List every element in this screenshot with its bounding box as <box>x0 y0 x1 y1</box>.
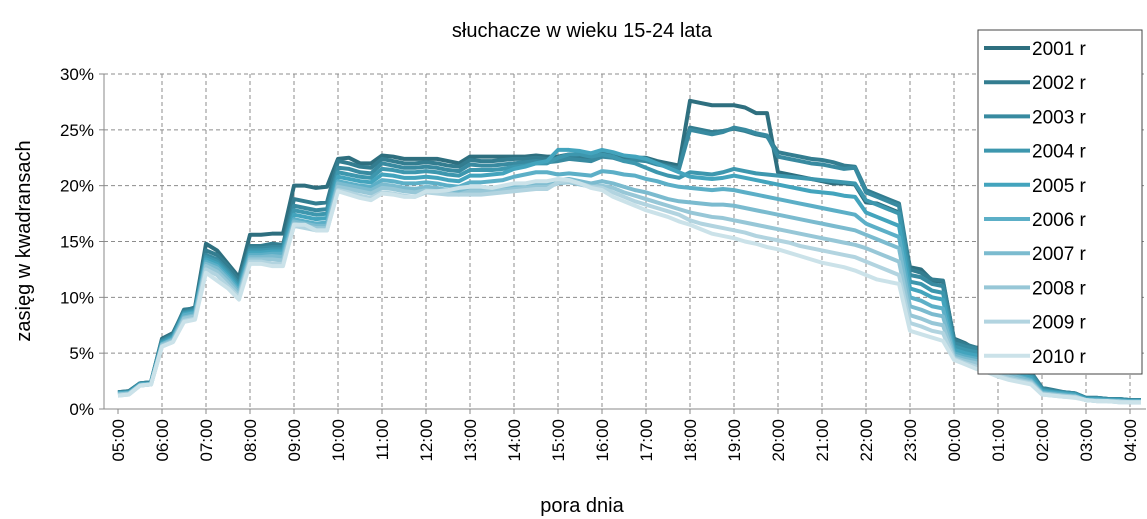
x-tick-label: 03:00 <box>1077 419 1096 462</box>
x-tick-label: 20:00 <box>769 419 788 462</box>
x-tick-label: 05:00 <box>109 419 128 462</box>
x-tick-label: 09:00 <box>285 419 304 462</box>
x-tick-label: 07:00 <box>197 419 216 462</box>
series-line <box>117 176 1141 405</box>
x-tick-label: 08:00 <box>241 419 260 462</box>
x-tick-label: 15:00 <box>549 419 568 462</box>
x-tick-label: 17:00 <box>637 419 656 462</box>
legend-label: 2006 r <box>1032 210 1087 231</box>
y-tick-label: 10% <box>60 288 94 307</box>
chart-title: słuchacze w wieku 15-24 lata <box>452 20 713 42</box>
x-axis-label: pora dnia <box>540 495 624 517</box>
x-tick-label: 01:00 <box>989 419 1008 462</box>
y-tick-label: 25% <box>60 121 94 140</box>
x-tick-label: 02:00 <box>1033 419 1052 462</box>
legend-label: 2009 r <box>1032 313 1087 334</box>
y-tick-label: 20% <box>60 177 94 196</box>
x-tick-label: 18:00 <box>681 419 700 462</box>
x-tick-label: 22:00 <box>857 419 876 462</box>
x-tick-label: 23:00 <box>901 419 920 462</box>
x-tick-label: 11:00 <box>373 419 392 460</box>
legend-label: 2007 r <box>1032 244 1087 265</box>
x-tick-label: 19:00 <box>725 419 744 462</box>
legend-label: 2002 r <box>1032 73 1087 94</box>
x-tick-label: 12:00 <box>417 419 436 462</box>
x-tick-label: 16:00 <box>593 419 612 462</box>
legend-label: 2001 r <box>1032 39 1087 60</box>
x-tick-label: 10:00 <box>329 419 348 462</box>
x-tick-label: 00:00 <box>945 419 964 462</box>
y-tick-label: 15% <box>60 233 94 252</box>
y-tick-label: 5% <box>69 344 94 363</box>
y-axis-label: zasięg w kwadransach <box>13 140 35 341</box>
y-tick-label: 0% <box>69 400 94 419</box>
series-group <box>117 98 1141 405</box>
x-tick-label: 13:00 <box>461 419 480 462</box>
legend-label: 2003 r <box>1032 107 1087 128</box>
legend-label: 2010 r <box>1032 347 1087 368</box>
legend-label: 2008 r <box>1032 278 1087 299</box>
legend-label: 2004 r <box>1032 142 1087 163</box>
x-tick-label: 06:00 <box>153 419 172 462</box>
x-tick-label: 21:00 <box>813 419 832 462</box>
legend-box <box>977 29 1143 375</box>
y-tick-label: 30% <box>60 65 94 84</box>
x-tick-label: 14:00 <box>505 419 524 462</box>
x-tick-label: 04:00 <box>1121 419 1140 462</box>
legend-label: 2005 r <box>1032 176 1087 197</box>
